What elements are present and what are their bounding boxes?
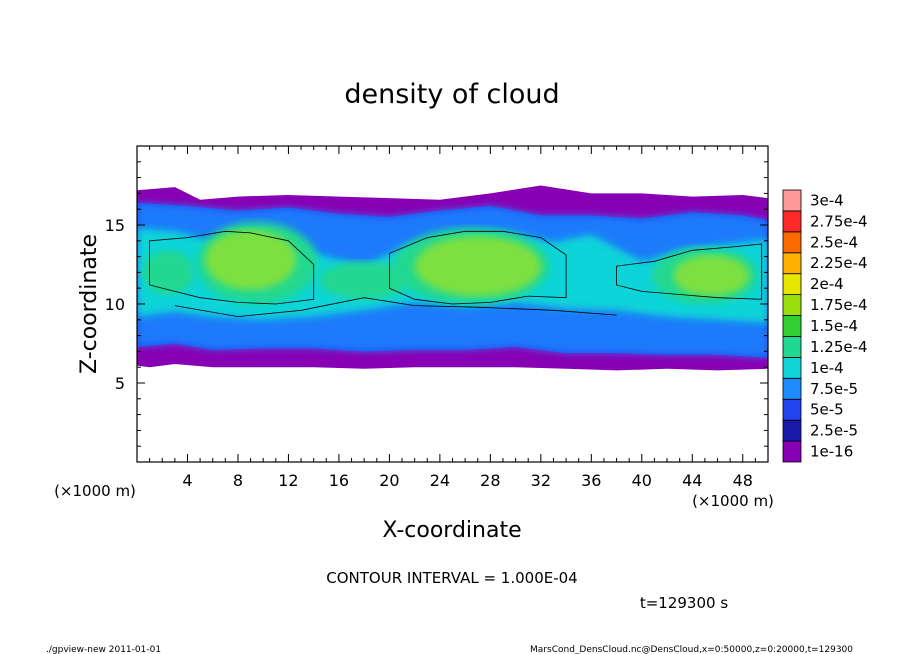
colorbar-swatch xyxy=(782,398,802,421)
x-axis-unit: (×1000 m) xyxy=(692,492,774,510)
x-tick-label: 48 xyxy=(733,471,753,490)
y-axis-unit: (×1000 m) xyxy=(54,482,136,500)
colorbar-label: 2e-4 xyxy=(810,275,844,293)
colorbar-label: 2.5e-4 xyxy=(810,233,858,251)
colorbar-label: 1.5e-4 xyxy=(810,317,858,335)
x-tick-label: 36 xyxy=(581,471,601,490)
x-tick-label: 12 xyxy=(278,471,298,490)
contour-line xyxy=(149,230,315,305)
x-tick-label: 44 xyxy=(682,471,702,490)
colorbar-swatch xyxy=(782,189,802,212)
x-tick-label: 40 xyxy=(632,471,652,490)
colorbar-label: 1e-16 xyxy=(810,443,853,461)
y-tick-label: 15 xyxy=(105,216,125,235)
y-tick-label: 10 xyxy=(105,295,125,314)
colorbar-swatch xyxy=(782,210,802,233)
y-axis-label: Z-coordinate xyxy=(77,234,102,374)
colorbar-swatch xyxy=(782,315,802,337)
colorbar-label: 1.25e-4 xyxy=(810,338,868,356)
x-tick-label: 32 xyxy=(531,471,551,490)
x-tick-label: 28 xyxy=(480,471,500,490)
contour-lines xyxy=(149,230,763,318)
colorbar-swatch xyxy=(782,377,802,400)
colorbar-swatch xyxy=(782,294,802,316)
x-tick-label: 24 xyxy=(430,471,450,490)
colorbar-label: 7.5e-5 xyxy=(810,380,858,398)
colorbar-label: 1e-4 xyxy=(810,359,844,377)
colorbar-swatch xyxy=(782,336,802,358)
colorbar-swatch xyxy=(782,419,802,442)
y-tick-label: 5 xyxy=(115,374,125,393)
colorbar-swatch xyxy=(782,273,802,296)
colorbar-legend: 1e-16 2.5e-5 5e-5 7.5e-5 1e-4 1.25e-4 1.5e-4 1.… xyxy=(782,189,868,463)
colorbar-label: 2.75e-4 xyxy=(810,212,868,230)
contour-line xyxy=(174,297,617,318)
time-label: t=129300 s xyxy=(640,594,728,612)
cloud-density-field xyxy=(137,185,768,371)
colorbar-label: 3e-4 xyxy=(810,191,844,209)
footer-right: MarsCond_DensCloud.nc@DensCloud,x=0:5000… xyxy=(530,645,853,654)
colorbar-label: 2.5e-5 xyxy=(810,422,858,440)
cloud-dense-core xyxy=(414,236,541,297)
colorbar-swatch xyxy=(782,356,802,379)
cloud-dense-core xyxy=(673,255,750,297)
x-axis: 4 8 12 16 20 24 28 32 36 40 44 48 xyxy=(149,146,756,490)
x-tick-label: 16 xyxy=(329,471,349,490)
footer-left: ./gpview-new 2011-01-01 xyxy=(46,645,161,654)
colorbar-swatch xyxy=(782,231,802,254)
x-tick-label: 20 xyxy=(379,471,399,490)
colorbar-label: 2.25e-4 xyxy=(810,254,868,272)
cloud-dense-core xyxy=(143,250,194,295)
contour-line xyxy=(616,243,763,300)
colorbar-label: 1.75e-4 xyxy=(810,296,868,314)
colorbar-swatch xyxy=(782,440,802,463)
chart-title: density of cloud xyxy=(344,79,559,110)
contour-interval-label: CONTOUR INTERVAL = 1.000E-04 xyxy=(326,569,577,587)
colorbar-label: 5e-5 xyxy=(810,401,844,419)
y-axis: 5 10 15 xyxy=(105,161,768,447)
x-tick-label: 4 xyxy=(182,471,192,490)
x-axis-label: X-coordinate xyxy=(382,518,521,543)
x-tick-label: 8 xyxy=(233,471,243,490)
cloud-dense-core xyxy=(205,229,297,290)
colorbar-swatch xyxy=(782,252,802,275)
cloud-dense-core xyxy=(319,261,409,300)
contour-line xyxy=(389,230,567,305)
